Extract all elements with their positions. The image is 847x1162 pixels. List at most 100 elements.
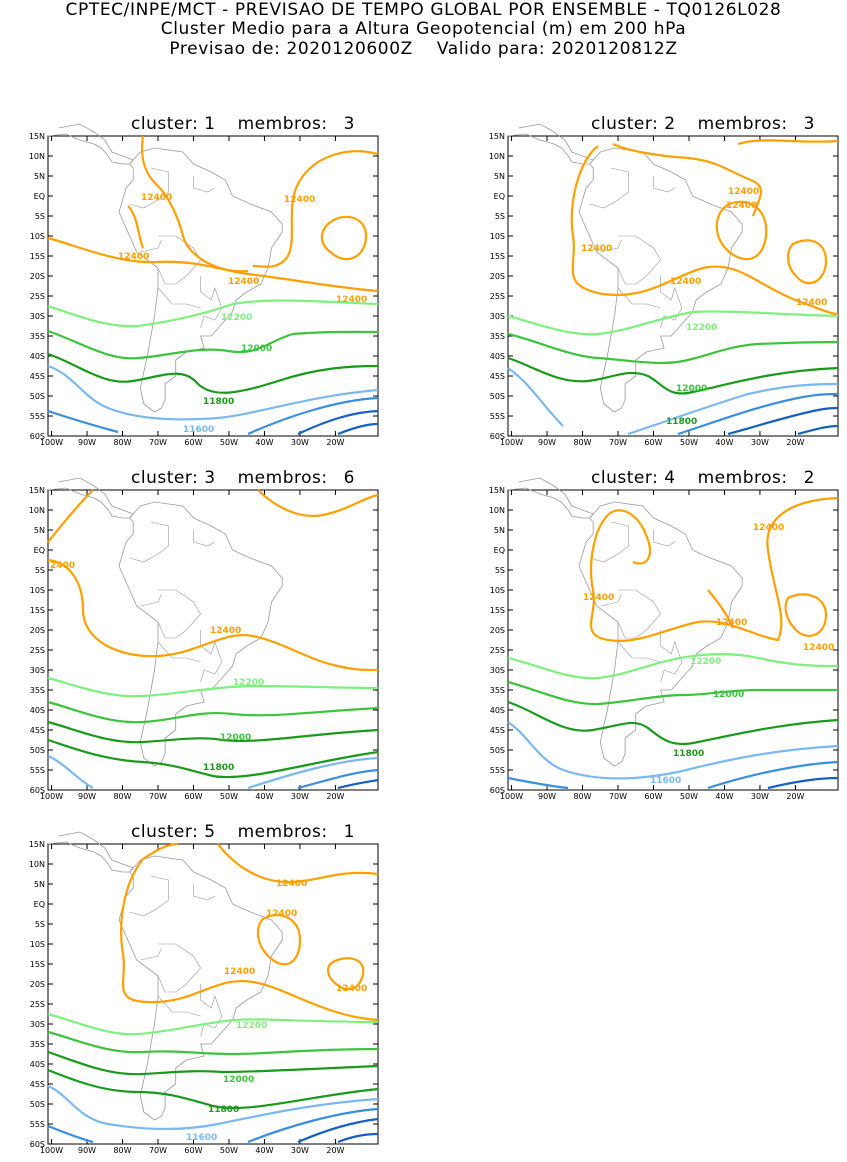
contour-12400 xyxy=(787,239,828,285)
lon-tick-label: 50W xyxy=(220,1146,238,1155)
contour-12000 xyxy=(507,332,839,365)
contour-12400 xyxy=(256,913,302,966)
lon-tick-label: 30W xyxy=(291,792,309,801)
contour-12400 xyxy=(784,593,828,637)
country-border xyxy=(129,167,169,209)
lat-tick-label: 35S xyxy=(30,332,45,341)
lat-tick-label: 25S xyxy=(490,292,505,301)
contour-11800 xyxy=(47,738,379,779)
lat-tick-label: EQ xyxy=(494,546,505,555)
contours xyxy=(507,139,839,436)
country-border xyxy=(660,276,683,329)
lat-tick-label: 10S xyxy=(30,940,45,949)
country-border xyxy=(589,521,629,563)
contour-12400 xyxy=(590,496,839,642)
contour-12400 xyxy=(320,215,368,261)
contour-12000 xyxy=(507,680,838,706)
lat-tick-label: 15S xyxy=(30,252,45,261)
lon-tick-label: 60W xyxy=(644,438,662,447)
contour-12400 xyxy=(47,489,94,543)
lon-tick-label: 40W xyxy=(255,438,273,447)
country-border xyxy=(140,947,162,961)
lon-tick-label: 80W xyxy=(573,792,591,801)
lon-tick-label: 100W xyxy=(40,1146,63,1155)
svg-text:12400: 12400 xyxy=(796,298,827,308)
lat-tick-label: 10S xyxy=(490,232,505,241)
contour-12400 xyxy=(570,145,839,316)
plot-frame xyxy=(47,135,379,437)
cluster-panel-2: cluster: 2 membros: 3 15N 10N 5N EQ 5S 10S 15S 20S… xyxy=(489,114,847,454)
plot-frame xyxy=(47,489,379,791)
svg-text:12400: 12400 xyxy=(118,252,149,262)
lat-tick-label: EQ xyxy=(34,192,45,201)
lon-tick-label: 60W xyxy=(184,1146,202,1155)
contour-labels: 12400 12400 12400 12400 12200 12000 1180… xyxy=(583,523,834,786)
country-border xyxy=(617,235,661,285)
lat-tick-label: 5S xyxy=(35,212,45,221)
lat-tick-label: 45S xyxy=(30,1080,45,1089)
country-border xyxy=(600,239,622,253)
cluster-panel-1: cluster: 1 membros: 3 15N 10N 5N EQ 5S 10S 15S 20S… xyxy=(29,114,448,454)
contour-11400 xyxy=(47,1107,379,1144)
lat-tick-label: 50S xyxy=(490,392,505,401)
contour-12400 xyxy=(120,858,379,1022)
lon-tick-label: 20W xyxy=(326,1146,344,1155)
svg-text:12400: 12400 xyxy=(336,295,367,305)
lat-tick-label: 15N xyxy=(489,486,505,495)
cluster-panel-5: cluster: 5 membros: 1 15N 10N 5N EQ 5S 10S 15S 20S… xyxy=(29,822,448,1162)
country-border xyxy=(653,176,675,193)
contour-12200 xyxy=(507,653,839,680)
svg-text:12400: 12400 xyxy=(266,909,297,919)
lon-tick-label: 60W xyxy=(644,792,662,801)
contour-12400 xyxy=(612,143,763,217)
lat-tick-label: 55S xyxy=(490,412,505,421)
continent-outline xyxy=(578,147,743,413)
lon-tick-label: 100W xyxy=(40,438,63,447)
lat-tick-label: 5N xyxy=(34,172,45,181)
country-border xyxy=(653,530,675,547)
contour-12400 xyxy=(142,842,179,860)
contour-11200 xyxy=(297,1117,379,1144)
figure-subtitle: Cluster Medio para a Altura Geopotencial… xyxy=(160,19,687,39)
lat-tick-label: 15S xyxy=(490,252,505,261)
lat-tick-label: 15N xyxy=(29,132,45,141)
country-border xyxy=(200,630,223,683)
svg-text:11800: 11800 xyxy=(203,397,234,407)
map-frame: 15N 10N 5N EQ 5S 10S 15S 20S 25S 30S 35S 40S 45S 50S 5… xyxy=(489,477,839,801)
contour-11600 xyxy=(507,760,839,790)
lat-tick-label: 55S xyxy=(30,766,45,775)
lon-tick-label: 20W xyxy=(326,438,344,447)
contour-11800 xyxy=(47,352,379,394)
lat-tick-label: 45S xyxy=(30,726,45,735)
lat-tick-label: 10N xyxy=(29,860,45,869)
lon-tick-label: 90W xyxy=(78,792,96,801)
lon-tick-label: 60W xyxy=(184,792,202,801)
lat-tick-label: 45S xyxy=(490,726,505,735)
lat-tick-label: EQ xyxy=(34,546,45,555)
contour-labels: 12400 12400 12400 12400 12400 12200 1200… xyxy=(118,193,367,435)
svg-text:12400: 12400 xyxy=(284,195,315,205)
lat-tick-label: 30S xyxy=(30,666,45,675)
map-frame: 15N 10N 5N EQ 5S 10S 15S 20S 25S 30S 35S 40S 45S 50S 5… xyxy=(29,123,379,447)
contour-12400 xyxy=(141,135,249,273)
contour-11600 xyxy=(47,364,379,421)
contour-12400 xyxy=(327,957,365,991)
lat-tick-label: 5N xyxy=(34,526,45,535)
contour-labels: 12400 12400 12400 12400 12400 12200 1200… xyxy=(581,187,827,427)
lat-tick-label: 30S xyxy=(30,1020,45,1029)
lat-tick-label: 5N xyxy=(34,880,45,889)
lat-tick-label: 10N xyxy=(29,506,45,515)
lat-tick-label: EQ xyxy=(494,192,505,201)
figure-date-line: Previsao de: 2020120600Z Valido para: 20… xyxy=(0,40,847,59)
lon-tick-label: 70W xyxy=(609,438,627,447)
lat-tick-label: 5N xyxy=(494,172,505,181)
lat-tick-label: 50S xyxy=(30,746,45,755)
contour-labels: 12400 12400 12400 12400 12200 12000 1180… xyxy=(186,879,367,1143)
contour-labels: 2400 12400 12200 12000 11800 xyxy=(50,561,264,773)
lat-tick-label: 15S xyxy=(490,606,505,615)
lat-tick-label: 60S xyxy=(490,432,505,441)
lat-tick-label: 55S xyxy=(30,1120,45,1129)
lon-tick-label: 80W xyxy=(113,1146,131,1155)
lat-tick-label: 15N xyxy=(29,486,45,495)
country-border xyxy=(617,641,661,663)
